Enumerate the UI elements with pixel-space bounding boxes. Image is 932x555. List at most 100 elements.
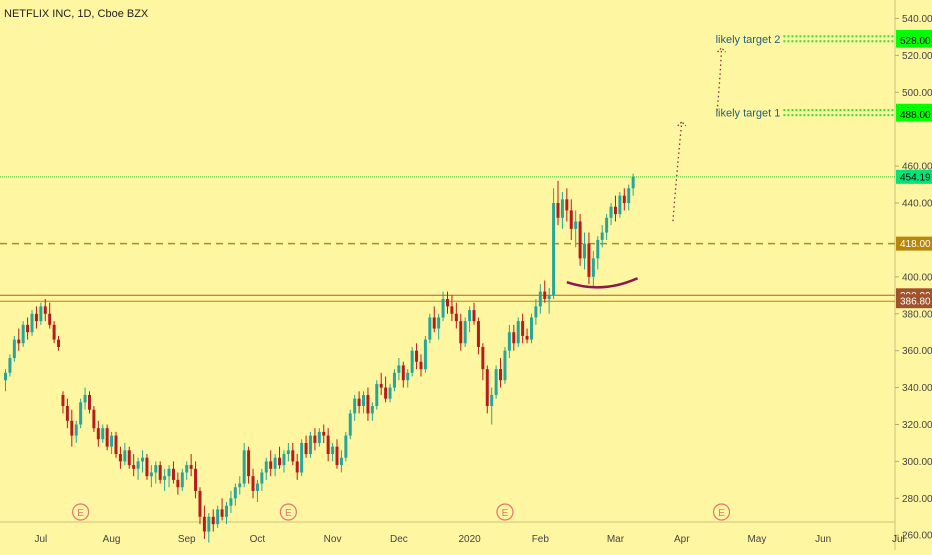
- candle-body-39: [176, 479, 180, 488]
- level-tag-3-text: 386.80: [900, 297, 931, 308]
- candle-body-78: [348, 413, 352, 436]
- projection-arrow-1: [672, 121, 683, 222]
- candle-body-84: [375, 383, 379, 407]
- level-tag-0-text: 454.19: [900, 172, 931, 183]
- candle-body-47: [211, 516, 215, 525]
- candle-body-98: [437, 317, 441, 329]
- candle-body-34: [154, 465, 158, 473]
- x-tick-label-3: Oct: [250, 534, 266, 545]
- candle-body-30: [136, 461, 140, 469]
- candle-body-94: [419, 361, 423, 370]
- candle-body-65: [291, 450, 295, 462]
- candle-body-37: [167, 468, 171, 477]
- candle-body-125: [556, 203, 560, 218]
- candle-body-28: [127, 450, 131, 466]
- time-axis[interactable]: Jul Aug Sep Oct Nov Dec 2020 Feb Mar Apr May Jun Jul: [34, 534, 904, 545]
- candle-body-53: [238, 483, 242, 488]
- candle-body-59: [264, 461, 268, 473]
- candle-body-6: [30, 313, 34, 333]
- candle-body-5: [26, 324, 30, 333]
- candle-body-22: [101, 428, 105, 440]
- x-tick-label-12: Jul: [892, 534, 905, 545]
- candle-body-15: [70, 420, 74, 436]
- candle-body-51: [229, 498, 233, 506]
- level-tag-3-bg: [896, 294, 932, 309]
- candle-body-89: [397, 365, 401, 373]
- candle-body-117: [521, 321, 525, 336]
- candle-body-52: [233, 487, 237, 499]
- candle-body-71: [317, 431, 321, 443]
- price-axis[interactable]: 540.00 520.00 500.00 460.00 440.00 400.00 380.…: [895, 14, 932, 542]
- candle-body-41: [185, 465, 189, 473]
- candle-body-119: [529, 317, 533, 340]
- candle-body-101: [450, 306, 454, 314]
- candle-body-109: [485, 369, 489, 407]
- candle-body-129: [574, 221, 578, 229]
- candle-body-83: [370, 406, 374, 414]
- candle-body-133: [591, 258, 595, 277]
- x-tick-label-11: Jun: [815, 534, 831, 545]
- x-tick-label-8: Mar: [607, 534, 625, 545]
- earnings-marker-1: [279, 503, 297, 521]
- candle-body-127: [565, 199, 569, 211]
- candle-body-102: [454, 313, 458, 322]
- earnings-marker-0: [72, 503, 90, 521]
- candle-body-40: [180, 472, 184, 488]
- candle-body-24: [110, 435, 114, 447]
- candle-body-139: [618, 195, 622, 215]
- x-tick-label-1: Aug: [103, 534, 121, 545]
- candle-body-13: [61, 394, 65, 407]
- candle-body-75: [335, 446, 339, 466]
- candle-body-76: [339, 457, 343, 466]
- candle-body-70: [313, 435, 317, 443]
- x-tick-label-5: Dec: [390, 534, 408, 545]
- candle-body-8: [39, 306, 43, 322]
- x-tick-label-10: May: [747, 534, 766, 545]
- candle-body-93: [415, 350, 419, 362]
- candle-body-18: [83, 394, 87, 403]
- candle-body-116: [516, 321, 520, 344]
- candle-body-3: [17, 339, 21, 344]
- candle-body-48: [216, 509, 220, 525]
- y-tick-label-3: 460.00: [902, 162, 932, 173]
- candle-body-120: [534, 306, 538, 318]
- candle-body-85: [379, 383, 383, 388]
- candle-body-96: [428, 317, 432, 340]
- candle-body-62: [278, 457, 282, 466]
- candle-body-9: [43, 306, 47, 314]
- candle-body-137: [609, 206, 613, 218]
- candle-body-67: [300, 442, 304, 473]
- candle-body-58: [260, 472, 264, 484]
- candle-body-99: [441, 298, 445, 318]
- candle-body-7: [34, 313, 38, 322]
- candle-body-33: [149, 472, 153, 477]
- candle-body-25: [114, 435, 118, 455]
- annotation-label-1: likely target 2: [716, 34, 781, 46]
- candle-body-138: [613, 206, 617, 215]
- candle-body-105: [468, 310, 472, 322]
- y-tick-label-1: 520.00: [902, 51, 932, 62]
- target-tag-3-text: 488.00: [900, 110, 931, 121]
- x-tick-label-2: Sep: [178, 534, 196, 545]
- candle-body-73: [326, 435, 330, 455]
- candle-body-118: [525, 335, 529, 340]
- price-tags: 530.00528.00490.00488.00454.19418.00390.…: [896, 29, 932, 309]
- candle-body-142: [631, 176, 635, 189]
- candle-body-38: [171, 468, 175, 480]
- candle-body-60: [269, 461, 273, 469]
- candle-body-135: [600, 232, 604, 240]
- candle-body-74: [331, 446, 335, 455]
- x-tick-label-6: 2020: [458, 534, 481, 545]
- candle-body-132: [587, 243, 591, 277]
- candle-body-107: [476, 321, 480, 347]
- earnings-marker-label-1: E: [285, 508, 292, 519]
- candle-body-17: [79, 402, 83, 425]
- candle-body-124: [552, 203, 556, 296]
- candle-body-66: [295, 461, 299, 473]
- candle-body-100: [446, 298, 449, 307]
- earnings-marker-2: [496, 503, 514, 521]
- x-tick-label-7: Feb: [532, 534, 550, 545]
- symbol-title: NETFLIX INC, 1D, Cboe BZX: [4, 8, 149, 20]
